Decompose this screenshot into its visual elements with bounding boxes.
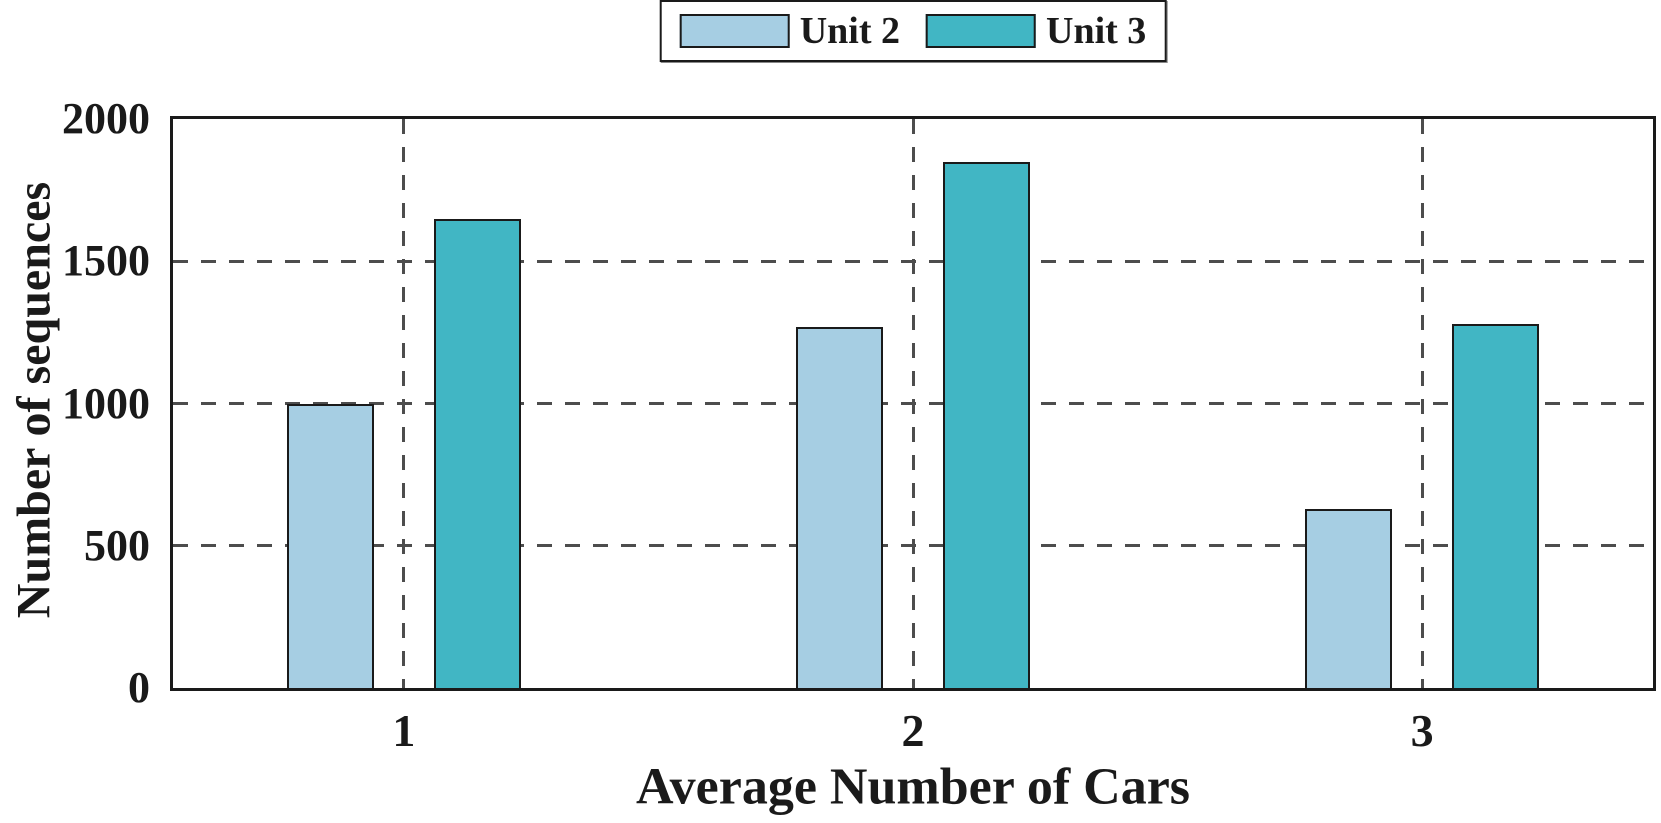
bar-unit-3-x2	[943, 161, 1030, 688]
bar-unit-3-x3	[1452, 323, 1540, 688]
bar-unit-2-x2	[796, 326, 883, 688]
y-tick-label-1500: 1500	[62, 236, 150, 286]
x-tick-label-1: 1	[392, 705, 416, 756]
bar-unit-2-x3	[1305, 508, 1393, 688]
y-tick-label-0: 0	[128, 663, 150, 712]
v-gridline-x2	[911, 119, 915, 688]
v-gridline-x3	[1420, 119, 1424, 688]
legend-swatch-unit-2	[679, 14, 790, 48]
plot-area	[170, 116, 1656, 691]
legend-label-unit-3: Unit 3	[1046, 10, 1147, 52]
y-tick-label-2000: 2000	[62, 94, 150, 143]
legend-item-unit-3: Unit 3	[926, 11, 1146, 51]
bar-unit-2-x1	[286, 403, 374, 688]
v-gridline-x1	[402, 119, 406, 688]
x-tick-label-2: 2	[901, 705, 925, 756]
y-tick-label-500: 500	[84, 520, 150, 570]
bar-unit-3-x1	[433, 218, 521, 688]
x-tick-label-3: 3	[1410, 705, 1434, 756]
legend-label-unit-2: Unit 2	[799, 10, 900, 52]
x-axis-label: Average Number of Cars	[635, 758, 1191, 816]
y-tick-label-1000: 1000	[62, 378, 150, 428]
legend-swatch-unit-3	[926, 14, 1036, 48]
legend-item-unit-2: Unit 2	[679, 10, 900, 52]
chart-legend: Unit 2 Unit 3	[659, 0, 1167, 62]
